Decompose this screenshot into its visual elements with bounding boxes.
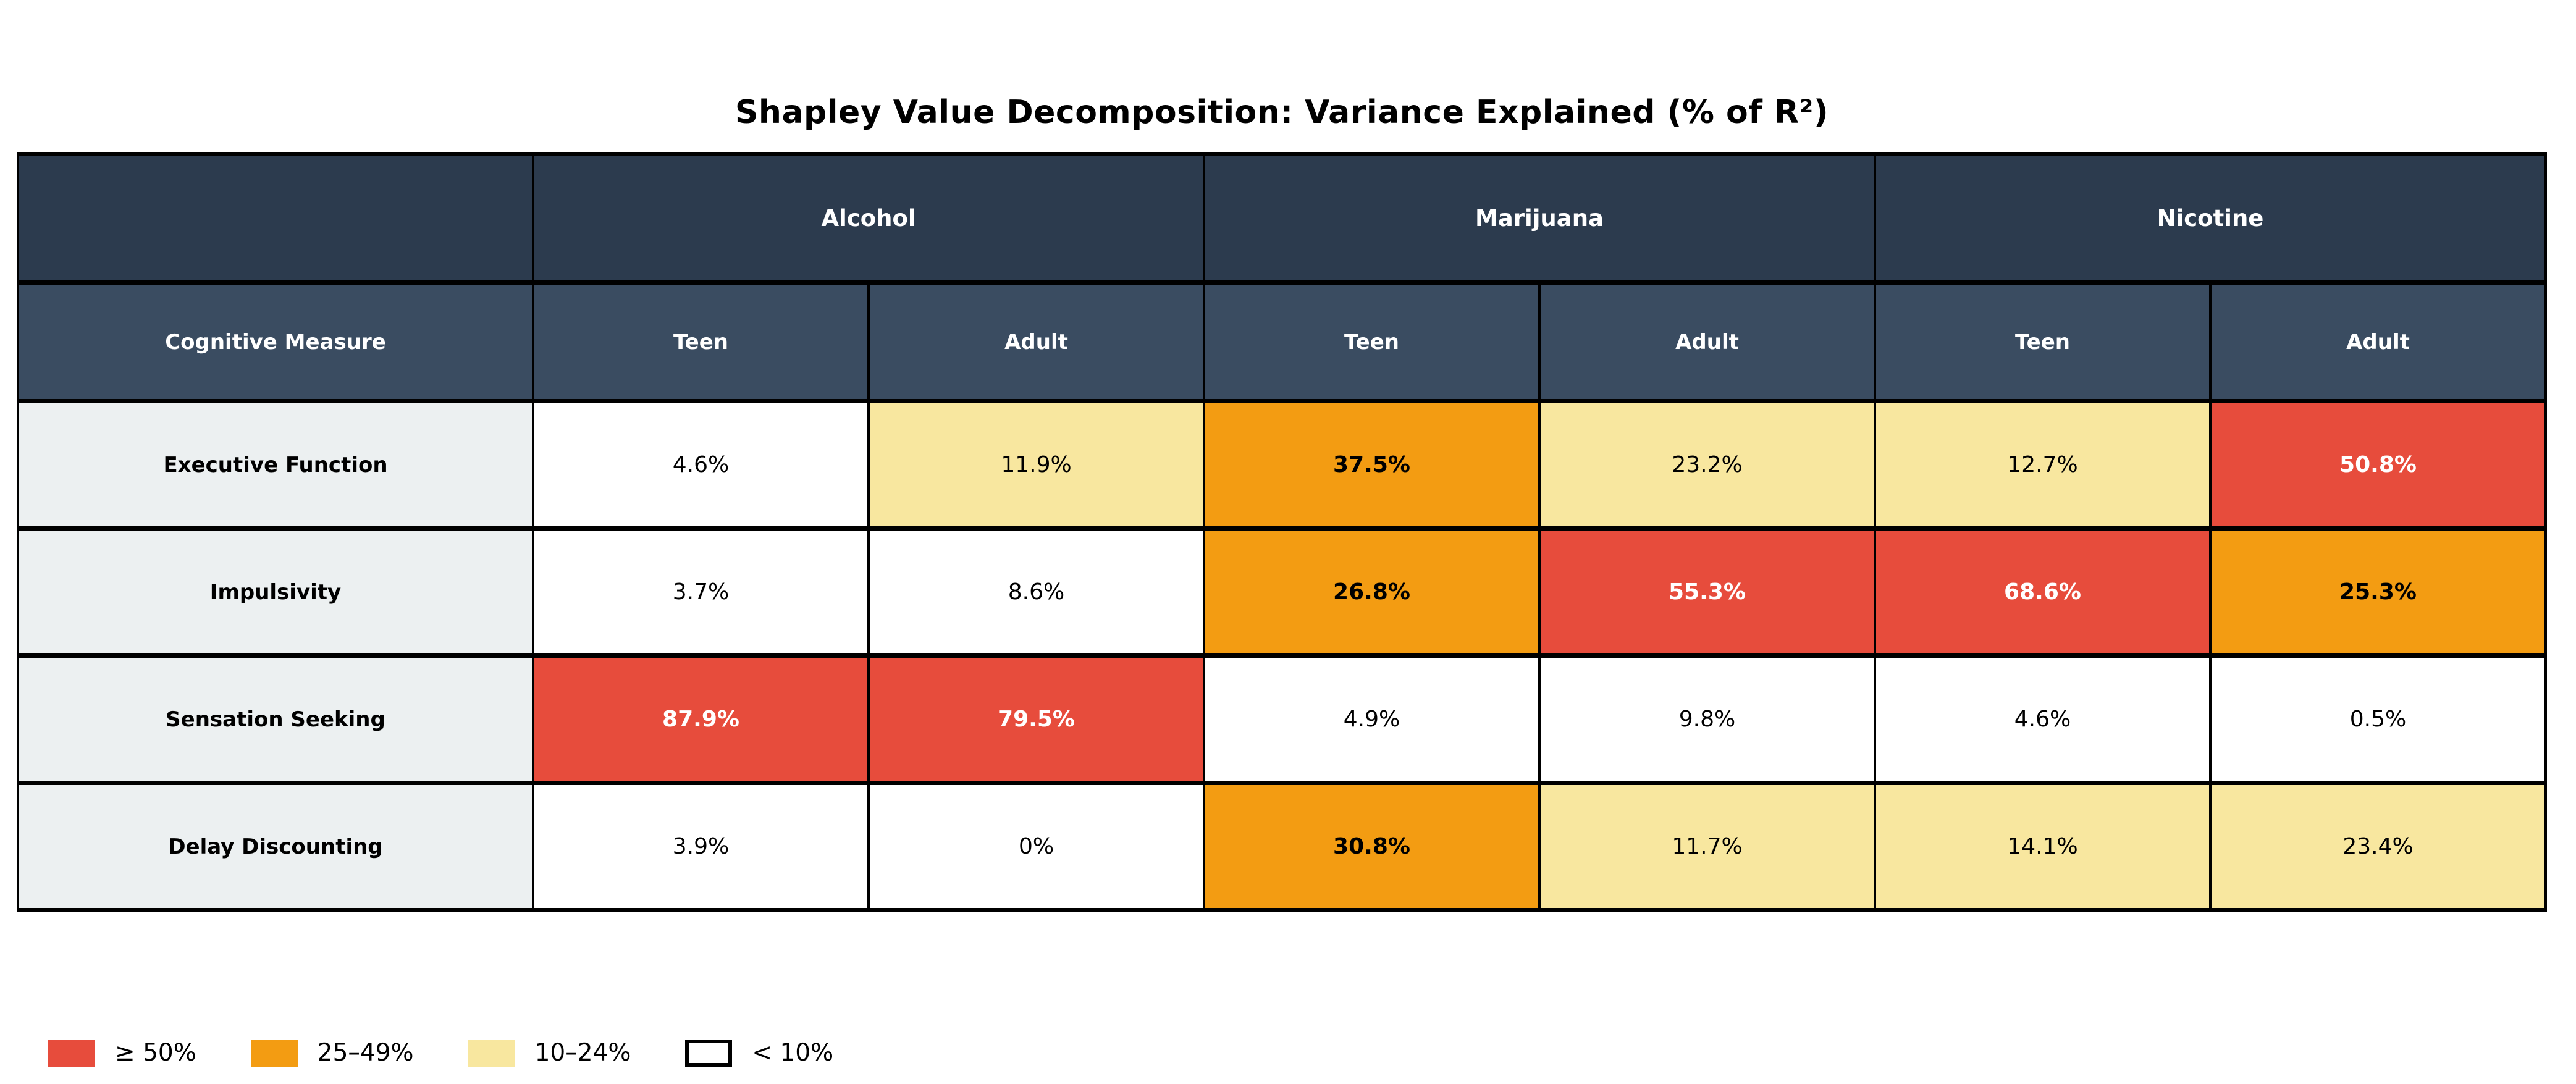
- value-cell: 68.6%: [1874, 526, 2212, 658]
- table-row: Impulsivity 3.7% 8.6% 26.8% 55.3% 68.6% …: [17, 526, 2547, 658]
- figure-title: Shapley Value Decomposition: Variance Ex…: [734, 94, 1829, 131]
- value-cell: 23.4%: [2209, 781, 2547, 912]
- legend-item: 10–24%: [468, 1039, 631, 1067]
- column-subheader-marijuana-teen: Teen: [1203, 280, 1541, 403]
- value-cell: 11.9%: [867, 399, 1205, 531]
- legend-swatch-high: [48, 1039, 95, 1067]
- value-cell: 23.2%: [1538, 399, 1876, 531]
- legend: ≥ 50% 25–49% 10–24% < 10%: [48, 1039, 833, 1067]
- legend-label: ≥ 50%: [115, 1039, 196, 1067]
- value-cell: 25.3%: [2209, 526, 2547, 658]
- legend-swatch-mid: [250, 1039, 298, 1067]
- value-cell: 11.7%: [1538, 781, 1876, 912]
- legend-item: 25–49%: [250, 1039, 414, 1067]
- value-cell: 26.8%: [1203, 526, 1541, 658]
- value-cell: 79.5%: [867, 653, 1205, 785]
- column-group-header-alcohol: Alcohol: [532, 152, 1205, 285]
- value-cell: 4.6%: [532, 399, 870, 531]
- legend-label: 10–24%: [534, 1039, 631, 1067]
- column-subheader-row: Cognitive Measure Teen Adult Teen Adult …: [17, 280, 2547, 403]
- legend-item: ≥ 50%: [48, 1039, 196, 1067]
- table-row: Executive Function 4.6% 11.9% 37.5% 23.2…: [17, 399, 2547, 531]
- value-cell: 9.8%: [1538, 653, 1876, 785]
- value-cell: 50.8%: [2209, 399, 2547, 531]
- value-cell: 0.5%: [2209, 653, 2547, 785]
- value-cell: 87.9%: [532, 653, 870, 785]
- column-subheader-alcohol-adult: Adult: [867, 280, 1205, 403]
- value-cell: 4.9%: [1203, 653, 1541, 785]
- column-subheader-nicotine-adult: Adult: [2209, 280, 2547, 403]
- corner-cell: [17, 152, 534, 285]
- value-cell: 37.5%: [1203, 399, 1541, 531]
- column-group-header-marijuana: Marijuana: [1203, 152, 1876, 285]
- legend-swatch-low: [468, 1039, 515, 1067]
- legend-label: < 10%: [752, 1039, 834, 1067]
- column-subheader-marijuana-adult: Adult: [1538, 280, 1876, 403]
- row-label: Impulsivity: [17, 526, 534, 658]
- row-label: Delay Discounting: [17, 781, 534, 912]
- column-group-header-row: Alcohol Marijuana Nicotine: [17, 152, 2547, 285]
- value-cell: 0%: [867, 781, 1205, 912]
- legend-swatch-none: [685, 1039, 733, 1067]
- table-row: Delay Discounting 3.9% 0% 30.8% 11.7% 14…: [17, 781, 2547, 912]
- row-label: Sensation Seeking: [17, 653, 534, 785]
- value-cell: 12.7%: [1874, 399, 2212, 531]
- column-subheader-nicotine-teen: Teen: [1874, 280, 2212, 403]
- column-subheader-alcohol-teen: Teen: [532, 280, 870, 403]
- value-cell: 4.6%: [1874, 653, 2212, 785]
- value-cell: 55.3%: [1538, 526, 1876, 658]
- column-group-header-nicotine: Nicotine: [1874, 152, 2547, 285]
- value-cell: 3.9%: [532, 781, 870, 912]
- legend-item: < 10%: [685, 1039, 833, 1067]
- value-cell: 30.8%: [1203, 781, 1541, 912]
- value-cell: 3.7%: [532, 526, 870, 658]
- value-cell: 14.1%: [1874, 781, 2212, 912]
- legend-label: 25–49%: [317, 1039, 414, 1067]
- row-label: Executive Function: [17, 399, 534, 531]
- shapley-heatmap-table: Alcohol Marijuana Nicotine Cognitive Mea…: [17, 152, 2547, 912]
- table-row: Sensation Seeking 87.9% 79.5% 4.9% 9.8% …: [17, 653, 2547, 785]
- value-cell: 8.6%: [867, 526, 1205, 658]
- row-header-label: Cognitive Measure: [17, 280, 534, 403]
